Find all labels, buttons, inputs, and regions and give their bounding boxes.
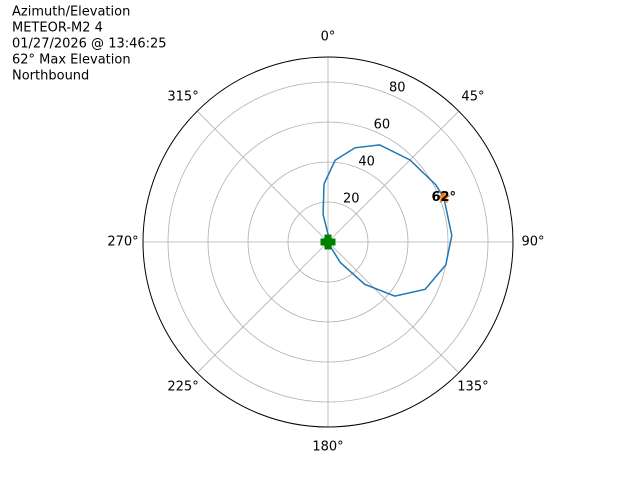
theta-grid-line bbox=[327, 110, 460, 243]
max-label: 62° bbox=[431, 190, 456, 205]
title-line: Northbound bbox=[12, 69, 89, 84]
theta-grid-line bbox=[196, 241, 329, 374]
theta-tick-label: 45° bbox=[461, 90, 484, 105]
r-tick-label: 20 bbox=[343, 192, 360, 207]
track-line bbox=[322, 144, 453, 297]
max-marker bbox=[437, 190, 451, 204]
theta-grid-line bbox=[327, 241, 460, 374]
theta-grid-line bbox=[196, 110, 329, 243]
title-line: 62° Max Elevation bbox=[12, 53, 131, 68]
theta-tick-label: 270° bbox=[107, 235, 138, 250]
theta-tick-label: 225° bbox=[167, 379, 198, 394]
start-marker bbox=[320, 234, 336, 250]
theta-tick-label: 90° bbox=[521, 235, 544, 250]
r-tick-label: 40 bbox=[358, 155, 375, 170]
theta-tick-label: 0° bbox=[321, 30, 336, 45]
title-line: 01/27/2026 @ 13:46:25 bbox=[12, 37, 167, 52]
theta-tick-label: 135° bbox=[457, 379, 488, 394]
r-tick-label: 80 bbox=[389, 81, 406, 96]
r-tick-label: 60 bbox=[374, 118, 391, 133]
outer-circle bbox=[142, 56, 514, 428]
title-line: Azimuth/Elevation bbox=[12, 5, 130, 20]
title-line: METEOR-M2 4 bbox=[12, 21, 103, 36]
theta-tick-label: 180° bbox=[312, 440, 343, 455]
theta-tick-label: 315° bbox=[167, 90, 198, 105]
